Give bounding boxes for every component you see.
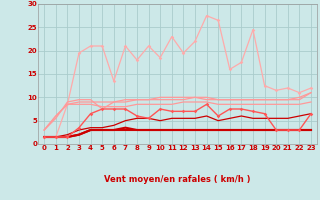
Text: Vent moyen/en rafales ( km/h ): Vent moyen/en rafales ( km/h ) [104, 175, 251, 184]
